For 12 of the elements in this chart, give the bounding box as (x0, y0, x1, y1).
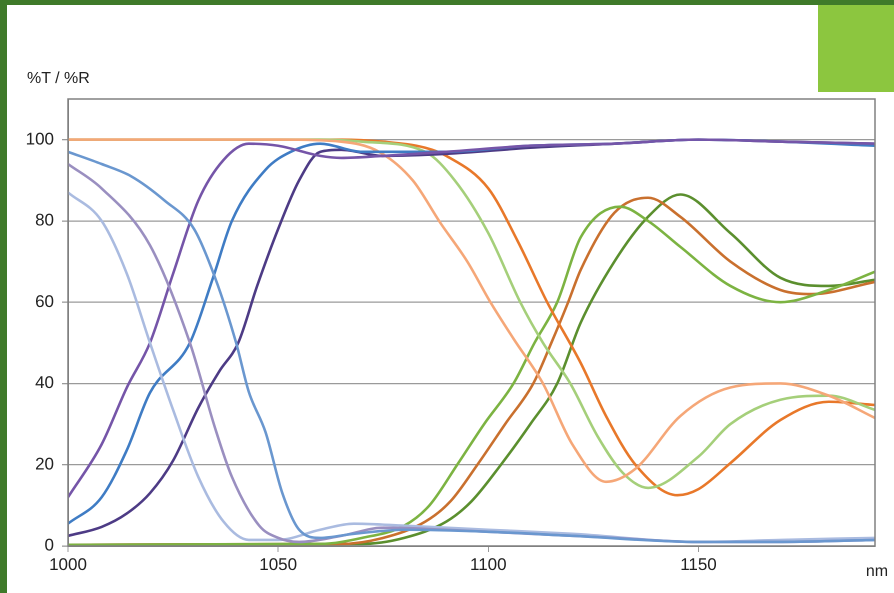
x-tick-label: 1000 (49, 554, 87, 574)
y-axis-title: %T / %R (27, 70, 90, 87)
y-tick-label: 40 (35, 373, 54, 392)
y-tick-label: 100 (26, 129, 54, 148)
y-tick-label: 60 (35, 292, 54, 311)
y-tick-label: 20 (35, 454, 54, 474)
x-tick-label: 1100 (470, 554, 507, 574)
x-axis-title: nm (866, 563, 888, 580)
x-tick-label: 1150 (680, 554, 717, 574)
y-tick-label: 80 (35, 210, 54, 230)
y-tick-label: 0 (44, 536, 54, 555)
x-tick-label: 1050 (259, 554, 298, 574)
